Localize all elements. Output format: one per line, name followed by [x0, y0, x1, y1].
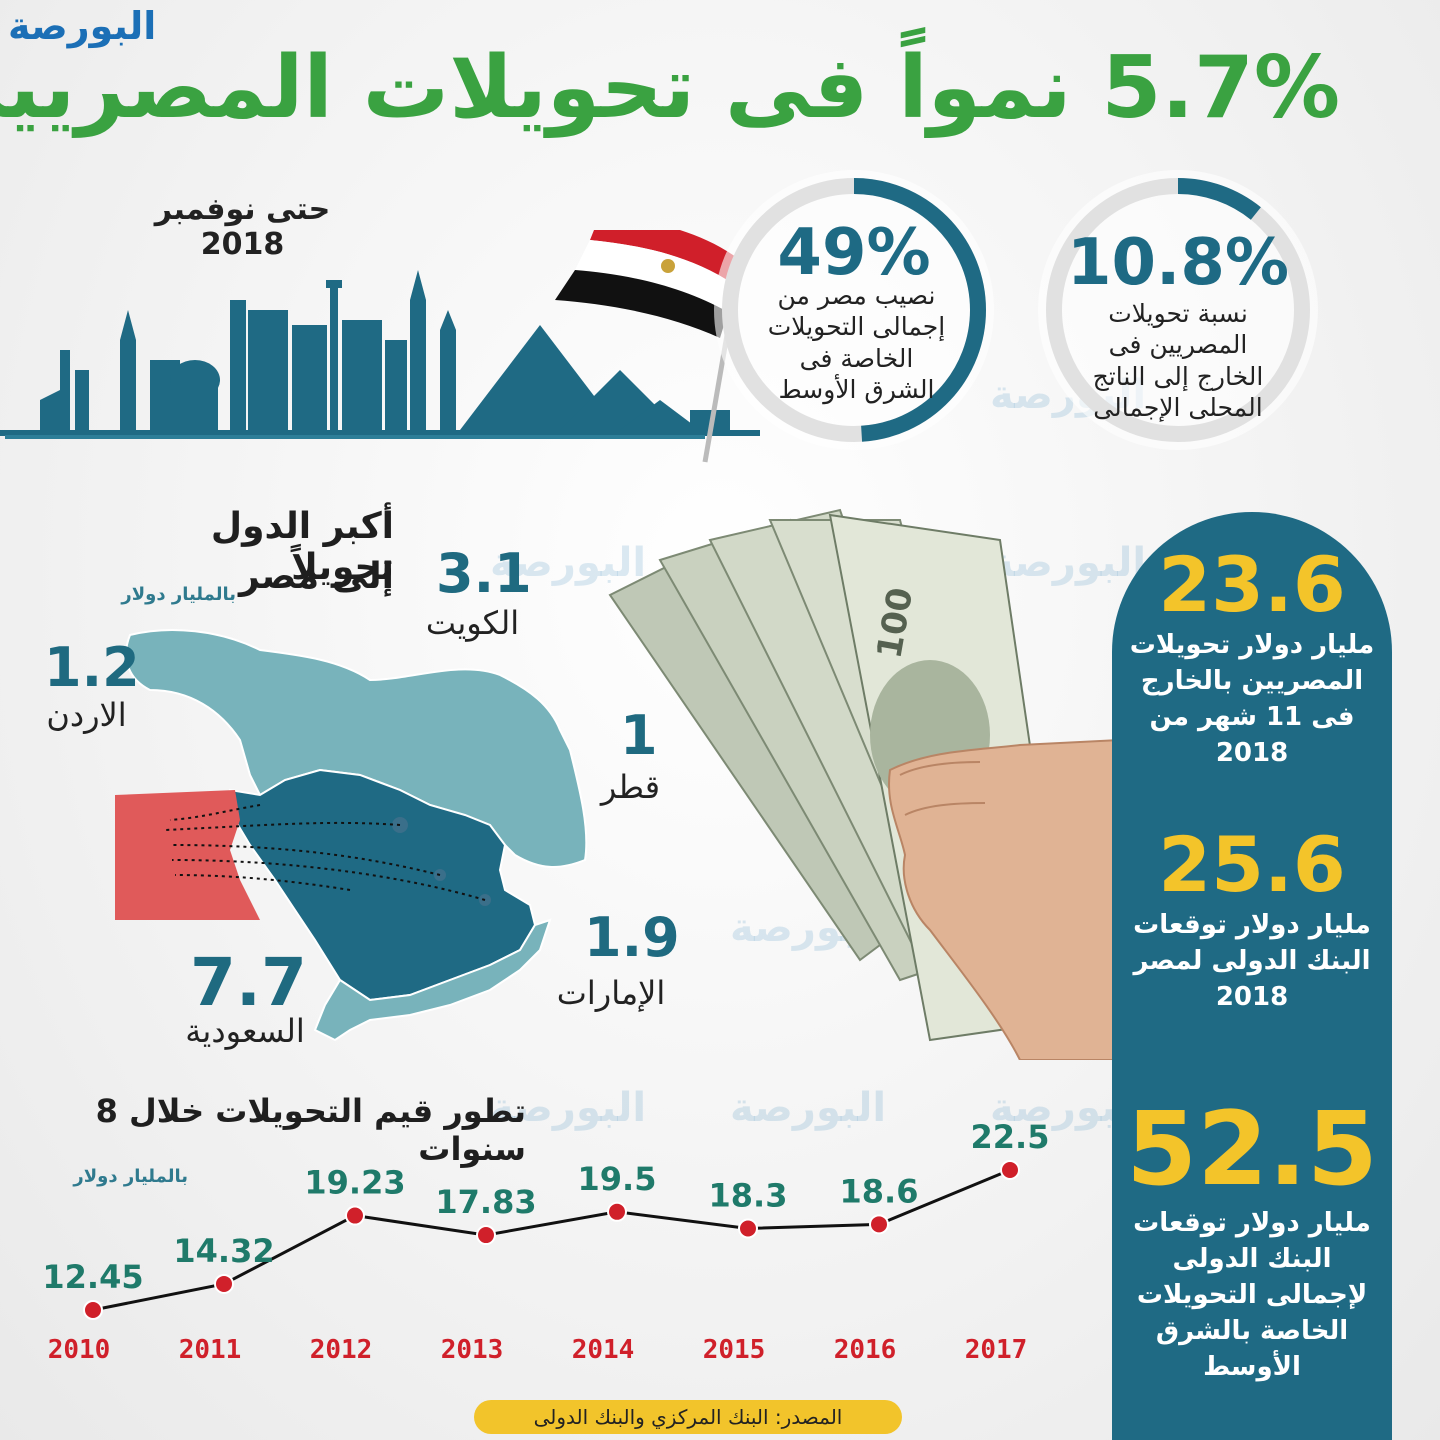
hand [888, 738, 1120, 1060]
data-point [476, 1225, 496, 1246]
me-share-card: 49% نصيب مصر من إجمالى التحويلات الخاصة … [714, 170, 994, 450]
x-tick-label: 2015 [703, 1335, 766, 1365]
data-point [345, 1205, 365, 1226]
kuwait-label: الكويت [425, 604, 520, 642]
watermark-logo: البورصة [730, 1085, 887, 1131]
panel-text-wb-egypt-forecast: مليار دولار توقعات البنك الدولى لمصر 201… [1133, 910, 1371, 1012]
map-region-egypt [115, 790, 260, 920]
brand-logo: البورصة [8, 4, 157, 48]
map-flow-lines [164, 804, 486, 901]
map-title-line2: إلى مصر [239, 556, 394, 597]
x-tick-label: 2012 [310, 1335, 373, 1365]
map-region-levant-iran [125, 629, 588, 868]
watermark-logo: البورصة [490, 1085, 647, 1131]
data-point [738, 1218, 758, 1239]
data-label: 19.23 [304, 1164, 405, 1202]
data-label: 12.45 [42, 1258, 143, 1296]
data-point [869, 1214, 889, 1235]
middle-east-map [115, 629, 588, 1042]
data-point [1000, 1160, 1020, 1180]
data-point [83, 1300, 103, 1320]
x-tick-label: 2011 [179, 1335, 242, 1365]
map-title-line1: أكبر الدول تحويلاً [210, 506, 394, 588]
panel-text-2018-remittances: مليار دولار تحويلات المصريين بالخارج فى … [1129, 630, 1375, 768]
panel-value-2018-remittances: 23.6 [1158, 540, 1346, 629]
gdp-share-value: 10.8% [1066, 226, 1290, 300]
key-figures-panel: 23.6 مليار دولار تحويلات المصريين بالخار… [1112, 512, 1392, 1440]
data-label: 14.32 [173, 1232, 274, 1270]
subtitle-date: حتى نوفمبر 2018 [154, 192, 331, 262]
uae-label: الإمارات [556, 974, 666, 1012]
data-point [607, 1201, 627, 1222]
jordan-label: الاردن [46, 696, 127, 734]
series-line [92, 1168, 1011, 1312]
remittances-line-chart: 12.45 2010 14.32 2011 19.23 2012 17.83 2013 19.5… [42, 1118, 1050, 1365]
x-tick-label: 2016 [834, 1335, 897, 1365]
qatar-value: 1 [620, 704, 658, 767]
data-label: 18.6 [840, 1172, 919, 1210]
watermark-logo: البورصة [990, 540, 1147, 586]
map-unit-label: بالمليار دولار [121, 584, 236, 605]
watermark-logo: البورصة [490, 540, 647, 586]
data-label: 22.5 [971, 1118, 1050, 1156]
panel-value-wb-me-forecast: 52.5 [1126, 1090, 1378, 1209]
me-share-value: 49% [777, 216, 931, 290]
gdp-share-card: 10.8% نسبة تحويلات المصريين فى الخارج إل… [1038, 170, 1318, 450]
jordan-value: 1.2 [44, 636, 140, 699]
x-tick-label: 2010 [48, 1335, 111, 1365]
qatar-label: قطر [600, 768, 661, 806]
map-region-saudi [228, 768, 537, 1002]
kuwait-value: 3.1 [436, 542, 532, 605]
panel-value-wb-egypt-forecast: 25.6 [1158, 820, 1346, 909]
me-share-text: نصيب مصر من إجمالى التحويلات الخاصة فى ا… [767, 281, 946, 404]
me-share-ring [714, 170, 994, 450]
cairo-skyline-illustration [0, 230, 760, 463]
page-title: 5.7% نمواً فى تحويلات المصريين [0, 38, 1340, 138]
uae-value: 1.9 [584, 906, 680, 969]
data-label: 17.83 [435, 1183, 536, 1221]
gdp-share-text: نسبة تحويلات المصريين فى الخارج إلى النا… [1092, 299, 1264, 422]
map-region-yemen-oman [313, 918, 552, 1042]
data-label: 18.3 [709, 1177, 788, 1215]
x-tick-label: 2017 [965, 1335, 1028, 1365]
data-point [214, 1273, 234, 1294]
chart-unit-label: بالمليار دولار [73, 1166, 188, 1187]
money-hand-illustration: 100 100 [608, 508, 1120, 1060]
saudi-label: السعودية [185, 1012, 305, 1050]
x-tick-label: 2014 [572, 1335, 635, 1365]
saudi-value: 7.7 [190, 944, 307, 1021]
x-tick-label: 2013 [441, 1335, 504, 1365]
source-note: المصدر: البنك المركزي والبنك الدولى [474, 1400, 902, 1434]
data-label: 19.5 [578, 1160, 657, 1198]
panel-text-wb-me-forecast: مليار دولار توقعات البنك الدولى لإجمالى … [1133, 1208, 1371, 1382]
gdp-share-ring [1038, 170, 1318, 450]
chart-title: تطور قيم التحويلات خلال 8 سنوات [95, 1092, 526, 1168]
